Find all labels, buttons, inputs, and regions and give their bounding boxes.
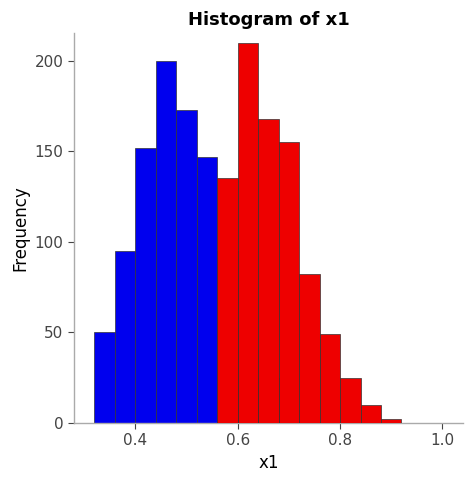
Bar xyxy=(381,419,401,423)
Bar xyxy=(176,110,197,423)
Bar xyxy=(258,119,279,423)
Bar xyxy=(319,334,340,423)
Bar xyxy=(115,251,136,423)
Bar xyxy=(217,178,238,423)
Bar xyxy=(238,351,258,423)
Bar xyxy=(361,405,381,423)
Bar xyxy=(279,142,299,423)
Bar xyxy=(340,378,361,423)
Bar xyxy=(156,61,176,423)
Bar xyxy=(299,274,319,423)
Title: Histogram of x1: Histogram of x1 xyxy=(188,11,349,29)
X-axis label: x1: x1 xyxy=(258,454,279,472)
Bar xyxy=(94,332,115,423)
Bar xyxy=(197,156,217,423)
Bar xyxy=(279,410,299,423)
Bar xyxy=(217,251,238,423)
Y-axis label: Frequency: Frequency xyxy=(11,185,29,271)
Bar xyxy=(136,148,156,423)
Bar xyxy=(238,43,258,423)
Bar xyxy=(258,378,279,423)
